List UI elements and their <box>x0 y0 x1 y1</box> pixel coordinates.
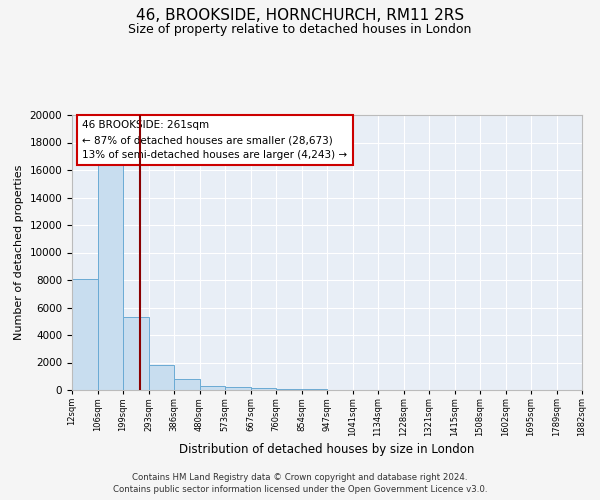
Y-axis label: Number of detached properties: Number of detached properties <box>14 165 24 340</box>
Text: Contains HM Land Registry data © Crown copyright and database right 2024.: Contains HM Land Registry data © Crown c… <box>132 472 468 482</box>
Bar <box>97 163 123 390</box>
Text: Size of property relative to detached houses in London: Size of property relative to detached ho… <box>128 22 472 36</box>
Bar <box>174 379 199 390</box>
Bar <box>251 388 276 390</box>
Bar <box>123 317 149 390</box>
Bar <box>302 388 327 390</box>
Text: Contains public sector information licensed under the Open Government Licence v3: Contains public sector information licen… <box>113 485 487 494</box>
Bar <box>276 388 302 390</box>
Bar <box>199 386 225 390</box>
Bar <box>149 365 174 390</box>
Text: 46 BROOKSIDE: 261sqm
← 87% of detached houses are smaller (28,673)
13% of semi-d: 46 BROOKSIDE: 261sqm ← 87% of detached h… <box>82 120 347 160</box>
Text: 46, BROOKSIDE, HORNCHURCH, RM11 2RS: 46, BROOKSIDE, HORNCHURCH, RM11 2RS <box>136 8 464 22</box>
Text: Distribution of detached houses by size in London: Distribution of detached houses by size … <box>179 442 475 456</box>
Bar <box>72 278 97 390</box>
Bar <box>225 387 251 390</box>
